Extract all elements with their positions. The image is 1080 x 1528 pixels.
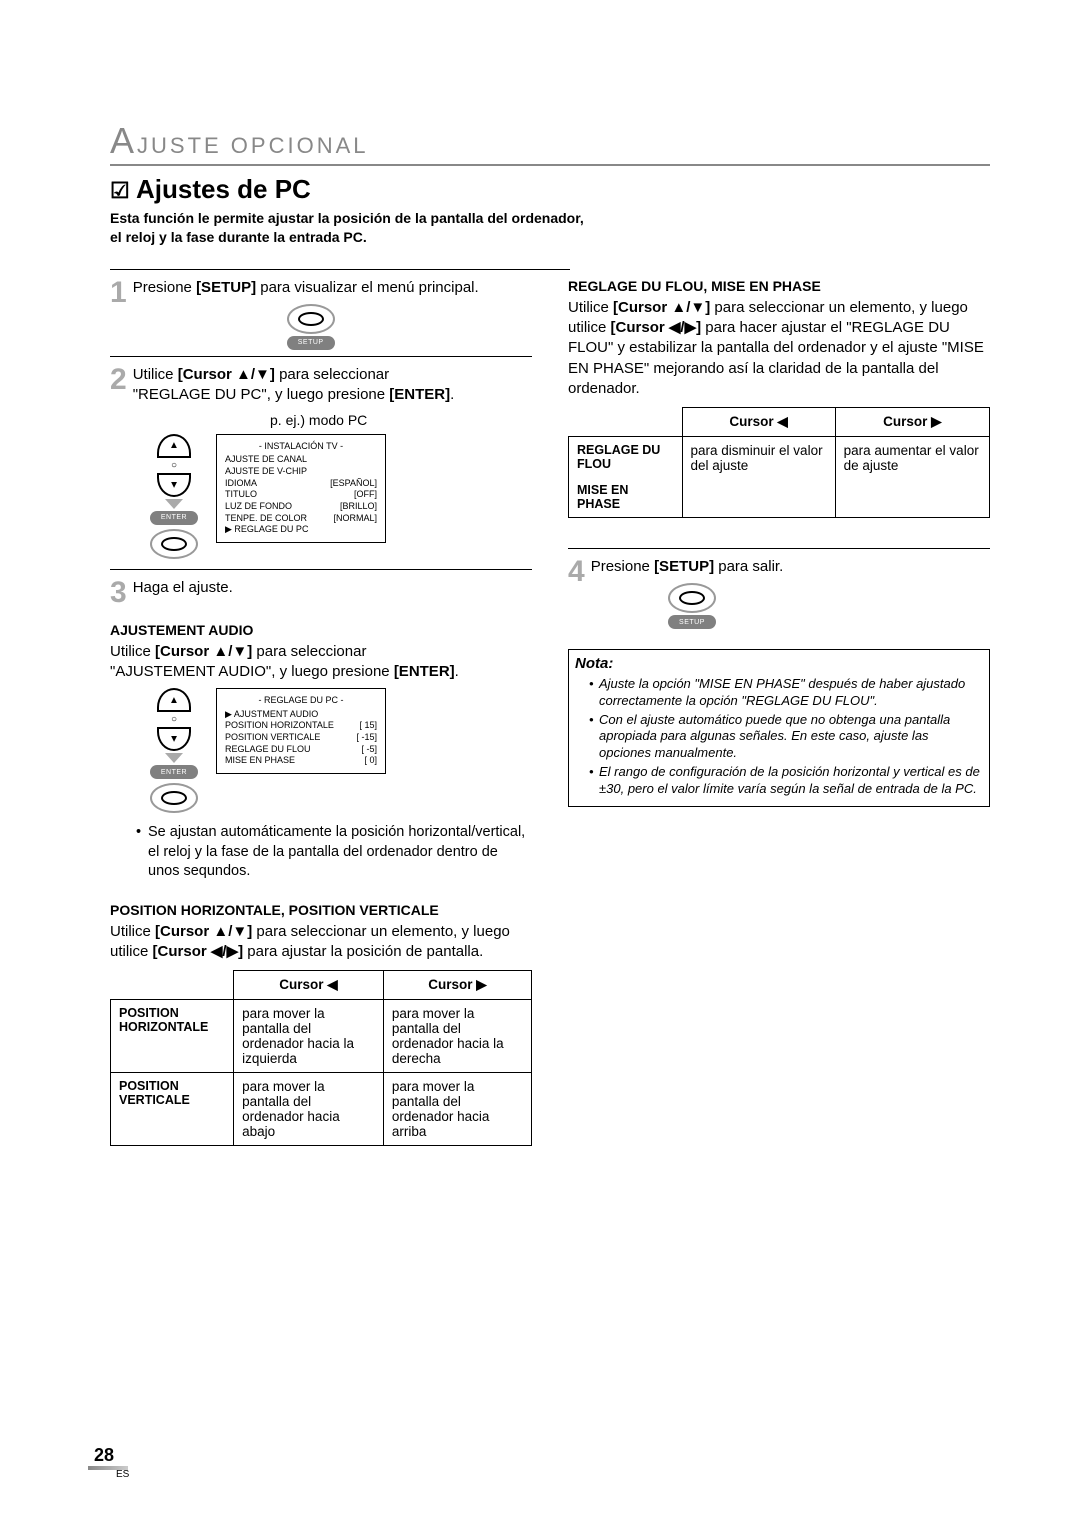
left-column: 1 Presione [SETUP] para visualizar el me…	[110, 278, 532, 1146]
audio-bullet: Se ajustan automáticamente la posición h…	[136, 823, 532, 882]
intro-rule	[110, 269, 570, 270]
setup-button-icon	[668, 583, 716, 613]
audio-text: Utilice [Cursor ▲/▼] para seleccionar "A…	[110, 642, 532, 683]
step-3: 3 Haga el ajuste.	[110, 578, 532, 608]
step-2: 2 Utilice [Cursor ▲/▼] para seleccionar …	[110, 365, 532, 406]
down-arrow-icon: ▲	[157, 727, 191, 751]
section-text: JUSTE OPCIONAL	[137, 133, 368, 158]
col-cursor-right: Cursor ▶	[835, 408, 989, 437]
dpad-enter-icon: ▲ ○ ▲ ENTER	[150, 688, 198, 813]
section-big-letter: A	[110, 120, 137, 161]
pc-menu-box: - REGLAGE DU PC - ▶ AJUSTMENT AUDIOPOSIT…	[216, 688, 386, 774]
setup-button-label: SETUP	[668, 615, 716, 629]
page-lang: ES	[116, 1469, 129, 1480]
step-4-text: Presione [SETUP] para salir. SETUP	[591, 557, 784, 629]
nota-item: El rango de configuración de la posición…	[589, 764, 983, 798]
enter-button-icon	[150, 783, 198, 813]
table-row: POSITION VERTICALE para mover la pantall…	[111, 1073, 532, 1146]
page-title-text: Ajustes de PC	[136, 174, 311, 204]
step-1-num: 1	[110, 278, 127, 308]
position-table: Cursor ◀ Cursor ▶ POSITION HORIZONTALE p…	[110, 970, 532, 1146]
enter-button-icon	[150, 529, 198, 559]
table-row: REGLAGE DU FLOU para disminuir el valor …	[569, 437, 990, 478]
rule	[110, 356, 532, 357]
nota-item: Ajuste la opción "MISE EN PHASE" después…	[589, 676, 983, 710]
down-hint-arrow-icon	[155, 499, 193, 509]
flou-text: Utilice [Cursor ▲/▼] para seleccionar un…	[568, 298, 990, 399]
tv-menu-box: - INSTALACIÓN TV - AJUSTE DE CANALAJUSTE…	[216, 434, 386, 544]
nota-title: Nota:	[575, 654, 983, 674]
step-2-num: 2	[110, 365, 127, 395]
nota-list: Ajuste la opción "MISE EN PHASE" después…	[589, 676, 983, 798]
step-2-caption: p. ej.) modo PC	[270, 412, 532, 428]
col-cursor-left: Cursor ◀	[234, 971, 384, 1000]
setup-button-icon	[287, 304, 335, 334]
enter-button-label: ENTER	[150, 765, 198, 779]
position-heading: POSITION HORIZONTALE, POSITION VERTICALE	[110, 902, 532, 918]
nota-box: Nota: Ajuste la opción "MISE EN PHASE" d…	[568, 649, 990, 807]
step-4: 4 Presione [SETUP] para salir. SETUP	[568, 557, 990, 629]
step-2-text: Utilice [Cursor ▲/▼] para seleccionar "R…	[133, 365, 455, 406]
page-title: ☑ Ajustes de PC	[110, 174, 990, 205]
section-header: AJUSTE OPCIONAL	[110, 120, 990, 166]
col-cursor-right: Cursor ▶	[383, 971, 531, 1000]
rule	[568, 548, 990, 549]
check-icon: ☑	[110, 178, 130, 203]
up-arrow-icon: ▲	[157, 434, 191, 458]
position-text: Utilice [Cursor ▲/▼] para seleccionar un…	[110, 922, 532, 963]
step-3-num: 3	[110, 578, 127, 608]
intro-text: Esta función le permite ajustar la posic…	[110, 209, 590, 247]
rule	[110, 569, 532, 570]
enter-button-label: ENTER	[150, 511, 198, 525]
dpad-enter-icon: ▲ ○ ▲ ENTER	[150, 434, 198, 559]
step-3-text: Haga el ajuste.	[133, 578, 233, 598]
step-1-text: Presione [SETUP] para visualizar el menú…	[133, 278, 479, 350]
audio-remote-row: ▲ ○ ▲ ENTER - REGLAGE DU PC - ▶ AJUSTMEN…	[150, 688, 532, 813]
audio-heading: AJUSTEMENT AUDIO	[110, 622, 532, 638]
setup-button-label: SETUP	[287, 336, 335, 350]
step-1: 1 Presione [SETUP] para visualizar el me…	[110, 278, 532, 350]
flou-heading: REGLAGE DU FLOU, MISE EN PHASE	[568, 278, 990, 294]
right-column: REGLAGE DU FLOU, MISE EN PHASE Utilice […	[568, 278, 990, 1146]
page-number: 28	[94, 1445, 114, 1466]
up-arrow-icon: ▲	[157, 688, 191, 712]
col-cursor-left: Cursor ◀	[682, 408, 835, 437]
nota-item: Con el ajuste automático puede que no ob…	[589, 712, 983, 763]
step-4-num: 4	[568, 557, 585, 587]
flou-table: Cursor ◀ Cursor ▶ REGLAGE DU FLOU para d…	[568, 407, 990, 518]
table-row: POSITION HORIZONTALE para mover la panta…	[111, 1000, 532, 1073]
step-2-remote-row: ▲ ○ ▲ ENTER - INSTALACIÓN TV - AJUSTE DE…	[150, 434, 532, 559]
down-hint-arrow-icon	[155, 753, 193, 763]
down-arrow-icon: ▲	[157, 473, 191, 497]
